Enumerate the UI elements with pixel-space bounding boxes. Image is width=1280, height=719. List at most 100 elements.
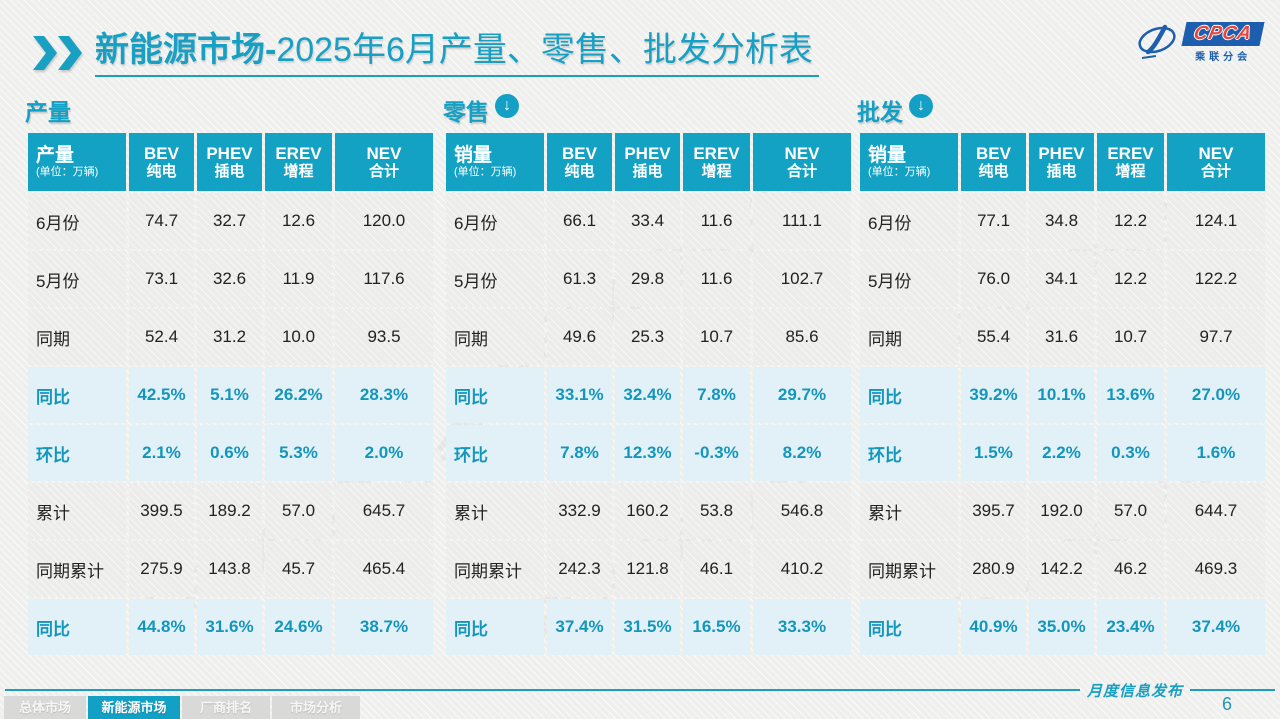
table-row: 累计 395.7 192.0 57.0 644.7	[860, 483, 1265, 539]
cell-value: -0.3%	[683, 425, 750, 481]
header-label: 产量	[36, 145, 75, 166]
title-chevron-icon	[33, 36, 83, 70]
cell-value: 11.6	[683, 193, 750, 249]
row-label: 6月份	[860, 193, 958, 249]
cell-value: 73.1	[129, 251, 194, 307]
cell-value: 5.1%	[197, 367, 262, 423]
row-label: 6月份	[446, 193, 544, 249]
tab-manufacturer-ranking[interactable]: 厂商排名	[182, 696, 270, 719]
cell-value: 53.8	[683, 483, 750, 539]
table-row: 同期累计 280.9 142.2 46.2 469.3	[860, 541, 1265, 597]
tab-overall-market[interactable]: 总体市场	[4, 696, 86, 719]
cell-value: 29.7%	[753, 367, 851, 423]
row-label: 同期	[28, 309, 126, 365]
cell-value: 31.6	[1029, 309, 1094, 365]
column-header: EREV 增程	[1097, 133, 1164, 191]
cell-value: 29.8	[615, 251, 680, 307]
cell-value: 275.9	[129, 541, 194, 597]
column-header-line2: 合计	[786, 162, 817, 180]
row-label: 累计	[446, 483, 544, 539]
column-header-line2: 纯电	[978, 162, 1009, 180]
cell-value: 76.0	[961, 251, 1026, 307]
column-header-line2: 插电	[632, 162, 663, 180]
cell-value: 16.5%	[683, 599, 750, 655]
table-row: 6月份 74.7 32.7 12.6 120.0	[28, 193, 433, 249]
table-row: 6月份 66.1 33.4 11.6 111.1	[446, 193, 851, 249]
cell-value: 61.3	[547, 251, 612, 307]
row-label: 同期	[860, 309, 958, 365]
cell-value: 13.6%	[1097, 367, 1164, 423]
cell-value: 10.7	[1097, 309, 1164, 365]
column-header-line1: EREV	[275, 143, 322, 163]
retail-table-block: 零售 ↓ 销量 (单位：万辆) BEV 纯电 PHEV 插电 EREV 增程 NEV 合计 6月份 6…	[443, 93, 854, 657]
cell-value: 66.1	[547, 193, 612, 249]
cell-value: 546.8	[753, 483, 851, 539]
cell-value: 645.7	[335, 483, 433, 539]
row-label: 环比	[446, 425, 544, 481]
column-header: PHEV 插电	[197, 133, 262, 191]
row-label: 5月份	[28, 251, 126, 307]
table-row: 同期 52.4 31.2 10.0 93.5	[28, 309, 433, 365]
row-label: 同比	[860, 367, 958, 423]
column-header: BEV 纯电	[129, 133, 194, 191]
column-header: PHEV 插电	[1029, 133, 1094, 191]
cell-value: 57.0	[265, 483, 332, 539]
cell-value: 192.0	[1029, 483, 1094, 539]
column-header-line1: PHEV	[1038, 143, 1085, 163]
row-label: 同期累计	[28, 541, 126, 597]
tab-nev-market[interactable]: 新能源市场	[88, 696, 180, 719]
cell-value: 34.8	[1029, 193, 1094, 249]
header-unit: (单位：万辆)	[454, 166, 517, 178]
cell-value: 31.2	[197, 309, 262, 365]
cell-value: 55.4	[961, 309, 1026, 365]
section-label-text: 批发	[857, 99, 903, 125]
cell-value: 28.3%	[335, 367, 433, 423]
cell-value: 2.0%	[335, 425, 433, 481]
cell-value: 10.0	[265, 309, 332, 365]
cell-value: 12.2	[1097, 251, 1164, 307]
cell-value: 7.8%	[683, 367, 750, 423]
row-label: 累计	[28, 483, 126, 539]
cell-value: 37.4%	[1167, 599, 1265, 655]
column-header-line2: 插电	[1046, 162, 1077, 180]
table-row: 同期累计 275.9 143.8 45.7 465.4	[28, 541, 433, 597]
section-label-retail: 零售 ↓	[443, 93, 854, 131]
cell-value: 44.8%	[129, 599, 194, 655]
production-table-block: 产量 产量 (单位：万辆) BEV 纯电 PHEV 插电 EREV 增程 NEV 合计 6月份 74.…	[25, 93, 436, 657]
cell-value: 12.3%	[615, 425, 680, 481]
cell-value: 77.1	[961, 193, 1026, 249]
tab-market-analysis[interactable]: 市场分析	[272, 696, 360, 719]
cell-value: 5.3%	[265, 425, 332, 481]
column-header: EREV 增程	[265, 133, 332, 191]
cell-value: 49.6	[547, 309, 612, 365]
cell-value: 40.9%	[961, 599, 1026, 655]
cell-value: 12.2	[1097, 193, 1164, 249]
cell-value: 465.4	[335, 541, 433, 597]
cell-value: 143.8	[197, 541, 262, 597]
cell-value: 12.6	[265, 193, 332, 249]
header-unit: (单位：万辆)	[868, 166, 931, 178]
section-label-text: 零售	[443, 99, 489, 125]
production-table: 产量 (单位：万辆) BEV 纯电 PHEV 插电 EREV 增程 NEV 合计 6月份 74.7 32…	[25, 131, 436, 657]
section-label-wholesale: 批发 ↓	[857, 93, 1268, 131]
row-label: 环比	[28, 425, 126, 481]
cell-value: 31.5%	[615, 599, 680, 655]
cell-value: 27.0%	[1167, 367, 1265, 423]
column-header-unit: 销量 (单位：万辆)	[860, 133, 958, 191]
cell-value: 85.6	[753, 309, 851, 365]
cell-value: 2.2%	[1029, 425, 1094, 481]
table-row: 同期累计 242.3 121.8 46.1 410.2	[446, 541, 851, 597]
row-label: 同比	[446, 599, 544, 655]
cell-value: 46.2	[1097, 541, 1164, 597]
cell-value: 189.2	[197, 483, 262, 539]
table-row: 5月份 73.1 32.6 11.9 117.6	[28, 251, 433, 307]
cell-value: 38.7%	[335, 599, 433, 655]
column-header: NEV 合计	[1167, 133, 1265, 191]
cell-value: 332.9	[547, 483, 612, 539]
cell-value: 120.0	[335, 193, 433, 249]
table-header-row: 产量 (单位：万辆) BEV 纯电 PHEV 插电 EREV 增程 NEV 合计	[28, 133, 433, 191]
cell-value: 0.3%	[1097, 425, 1164, 481]
cpca-swoosh-icon	[1138, 24, 1176, 59]
cell-value: 122.2	[1167, 251, 1265, 307]
